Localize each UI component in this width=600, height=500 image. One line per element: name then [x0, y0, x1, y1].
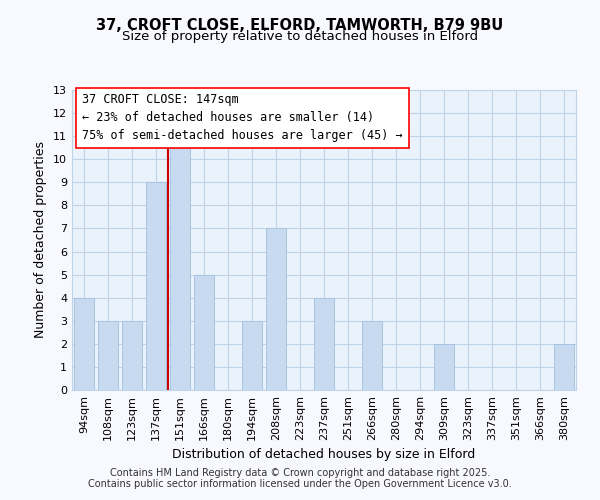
Bar — [434, 344, 454, 390]
Text: 37 CROFT CLOSE: 147sqm
← 23% of detached houses are smaller (14)
75% of semi-det: 37 CROFT CLOSE: 147sqm ← 23% of detached… — [82, 94, 403, 142]
Bar — [98, 321, 118, 390]
Bar — [74, 298, 94, 390]
X-axis label: Distribution of detached houses by size in Elford: Distribution of detached houses by size … — [172, 448, 476, 462]
Bar — [170, 136, 190, 390]
Bar — [266, 228, 286, 390]
Bar — [554, 344, 574, 390]
Text: Size of property relative to detached houses in Elford: Size of property relative to detached ho… — [122, 30, 478, 43]
Text: Contains public sector information licensed under the Open Government Licence v3: Contains public sector information licen… — [88, 479, 512, 489]
Text: Contains HM Land Registry data © Crown copyright and database right 2025.: Contains HM Land Registry data © Crown c… — [110, 468, 490, 477]
Y-axis label: Number of detached properties: Number of detached properties — [34, 142, 47, 338]
Bar — [362, 321, 382, 390]
Bar — [146, 182, 166, 390]
Bar — [242, 321, 262, 390]
Bar — [314, 298, 334, 390]
Bar — [122, 321, 142, 390]
Bar — [194, 274, 214, 390]
Text: 37, CROFT CLOSE, ELFORD, TAMWORTH, B79 9BU: 37, CROFT CLOSE, ELFORD, TAMWORTH, B79 9… — [97, 18, 503, 32]
